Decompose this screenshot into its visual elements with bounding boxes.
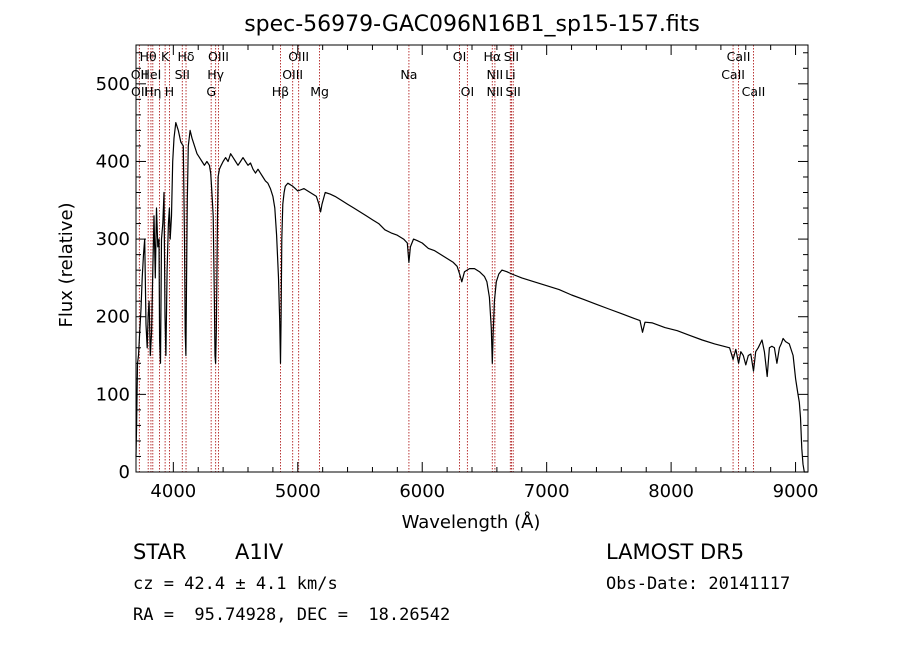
sky-coordinates: RA = 95.74928, DEC = 18.26542	[133, 605, 451, 625]
line-id-label: SII	[506, 84, 521, 99]
line-id-label: CaII	[721, 67, 745, 82]
x-axis-label: Wavelength (Å)	[402, 511, 541, 533]
line-id-label: OIII	[282, 67, 303, 82]
observation-date: Obs-Date: 20141117	[606, 574, 791, 594]
y-tick-label: 300	[96, 229, 130, 250]
y-tick-label: 0	[119, 462, 130, 483]
line-id-label: H	[165, 84, 174, 99]
survey-name: LAMOST DR5	[606, 540, 745, 564]
y-tick-label: 200	[96, 307, 130, 328]
y-axis-label: Flux (relative)	[56, 202, 77, 327]
line-id-label: NII	[487, 84, 504, 99]
x-tick-label: 8000	[648, 481, 694, 502]
line-id-label: Hθ	[140, 49, 157, 64]
line-id-label: SII	[504, 49, 519, 64]
line-id-label: HeI	[141, 67, 162, 82]
line-id-label: Na	[400, 67, 417, 82]
line-id-label: K	[161, 49, 170, 64]
y-tick-label: 100	[96, 384, 130, 405]
line-id-label: Hβ	[272, 84, 289, 99]
line-id-label: OIII	[208, 49, 229, 64]
line-id-label: Hγ	[207, 67, 224, 82]
x-tick-label: 7000	[524, 481, 570, 502]
line-id-label: Li	[505, 67, 515, 82]
line-id-label: Hδ	[177, 49, 194, 64]
line-id-label: CaII	[742, 84, 766, 99]
x-tick-label: 9000	[773, 481, 819, 502]
line-id-label: Hα	[483, 49, 501, 64]
x-tick-label: 4000	[150, 481, 196, 502]
object-class: STAR	[133, 540, 187, 564]
line-id-label: G	[206, 84, 216, 99]
y-tick-label: 400	[96, 151, 130, 172]
plot-area: 4000 5000 6000 7000 8000 9000 0 100 200 300 400 500…	[96, 44, 819, 502]
line-id-label: SII	[175, 67, 190, 82]
redshift-velocity: cz = 42.4 ± 4.1 km/s	[133, 574, 338, 594]
line-id-label: Hη	[144, 84, 161, 99]
line-id-label: CaII	[727, 49, 751, 64]
y-tick-label: 500	[96, 74, 130, 95]
spectrum-line	[135, 122, 808, 473]
x-tick-label: 6000	[399, 481, 445, 502]
x-tick-label: 5000	[275, 481, 321, 502]
line-id-label: OI	[461, 84, 475, 99]
line-id-label: Mg	[310, 84, 329, 99]
line-id-label: OI	[453, 49, 467, 64]
line-id-label: OII	[131, 67, 148, 82]
chart-title: spec-56979-GAC096N16B1_sp15-157.fits	[244, 12, 700, 37]
plot-frame	[135, 44, 809, 473]
line-id-label: OII	[131, 84, 148, 99]
line-id-label: OIII	[288, 49, 309, 64]
object-subclass: A1IV	[235, 540, 284, 564]
line-id-label: NII	[487, 67, 504, 82]
